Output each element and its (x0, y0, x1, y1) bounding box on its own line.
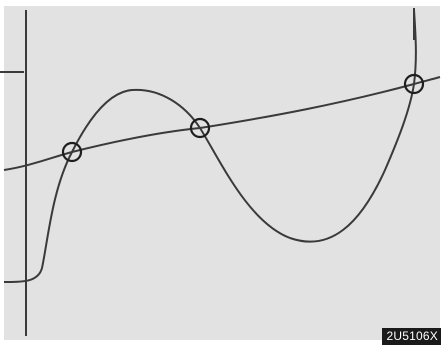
intersection-marker-3 (403, 73, 425, 95)
panel-background (4, 6, 440, 340)
intersection-marker-2 (189, 117, 211, 139)
intersection-marker-1 (61, 141, 83, 163)
figure-code-label: 2U5106X (381, 328, 441, 345)
